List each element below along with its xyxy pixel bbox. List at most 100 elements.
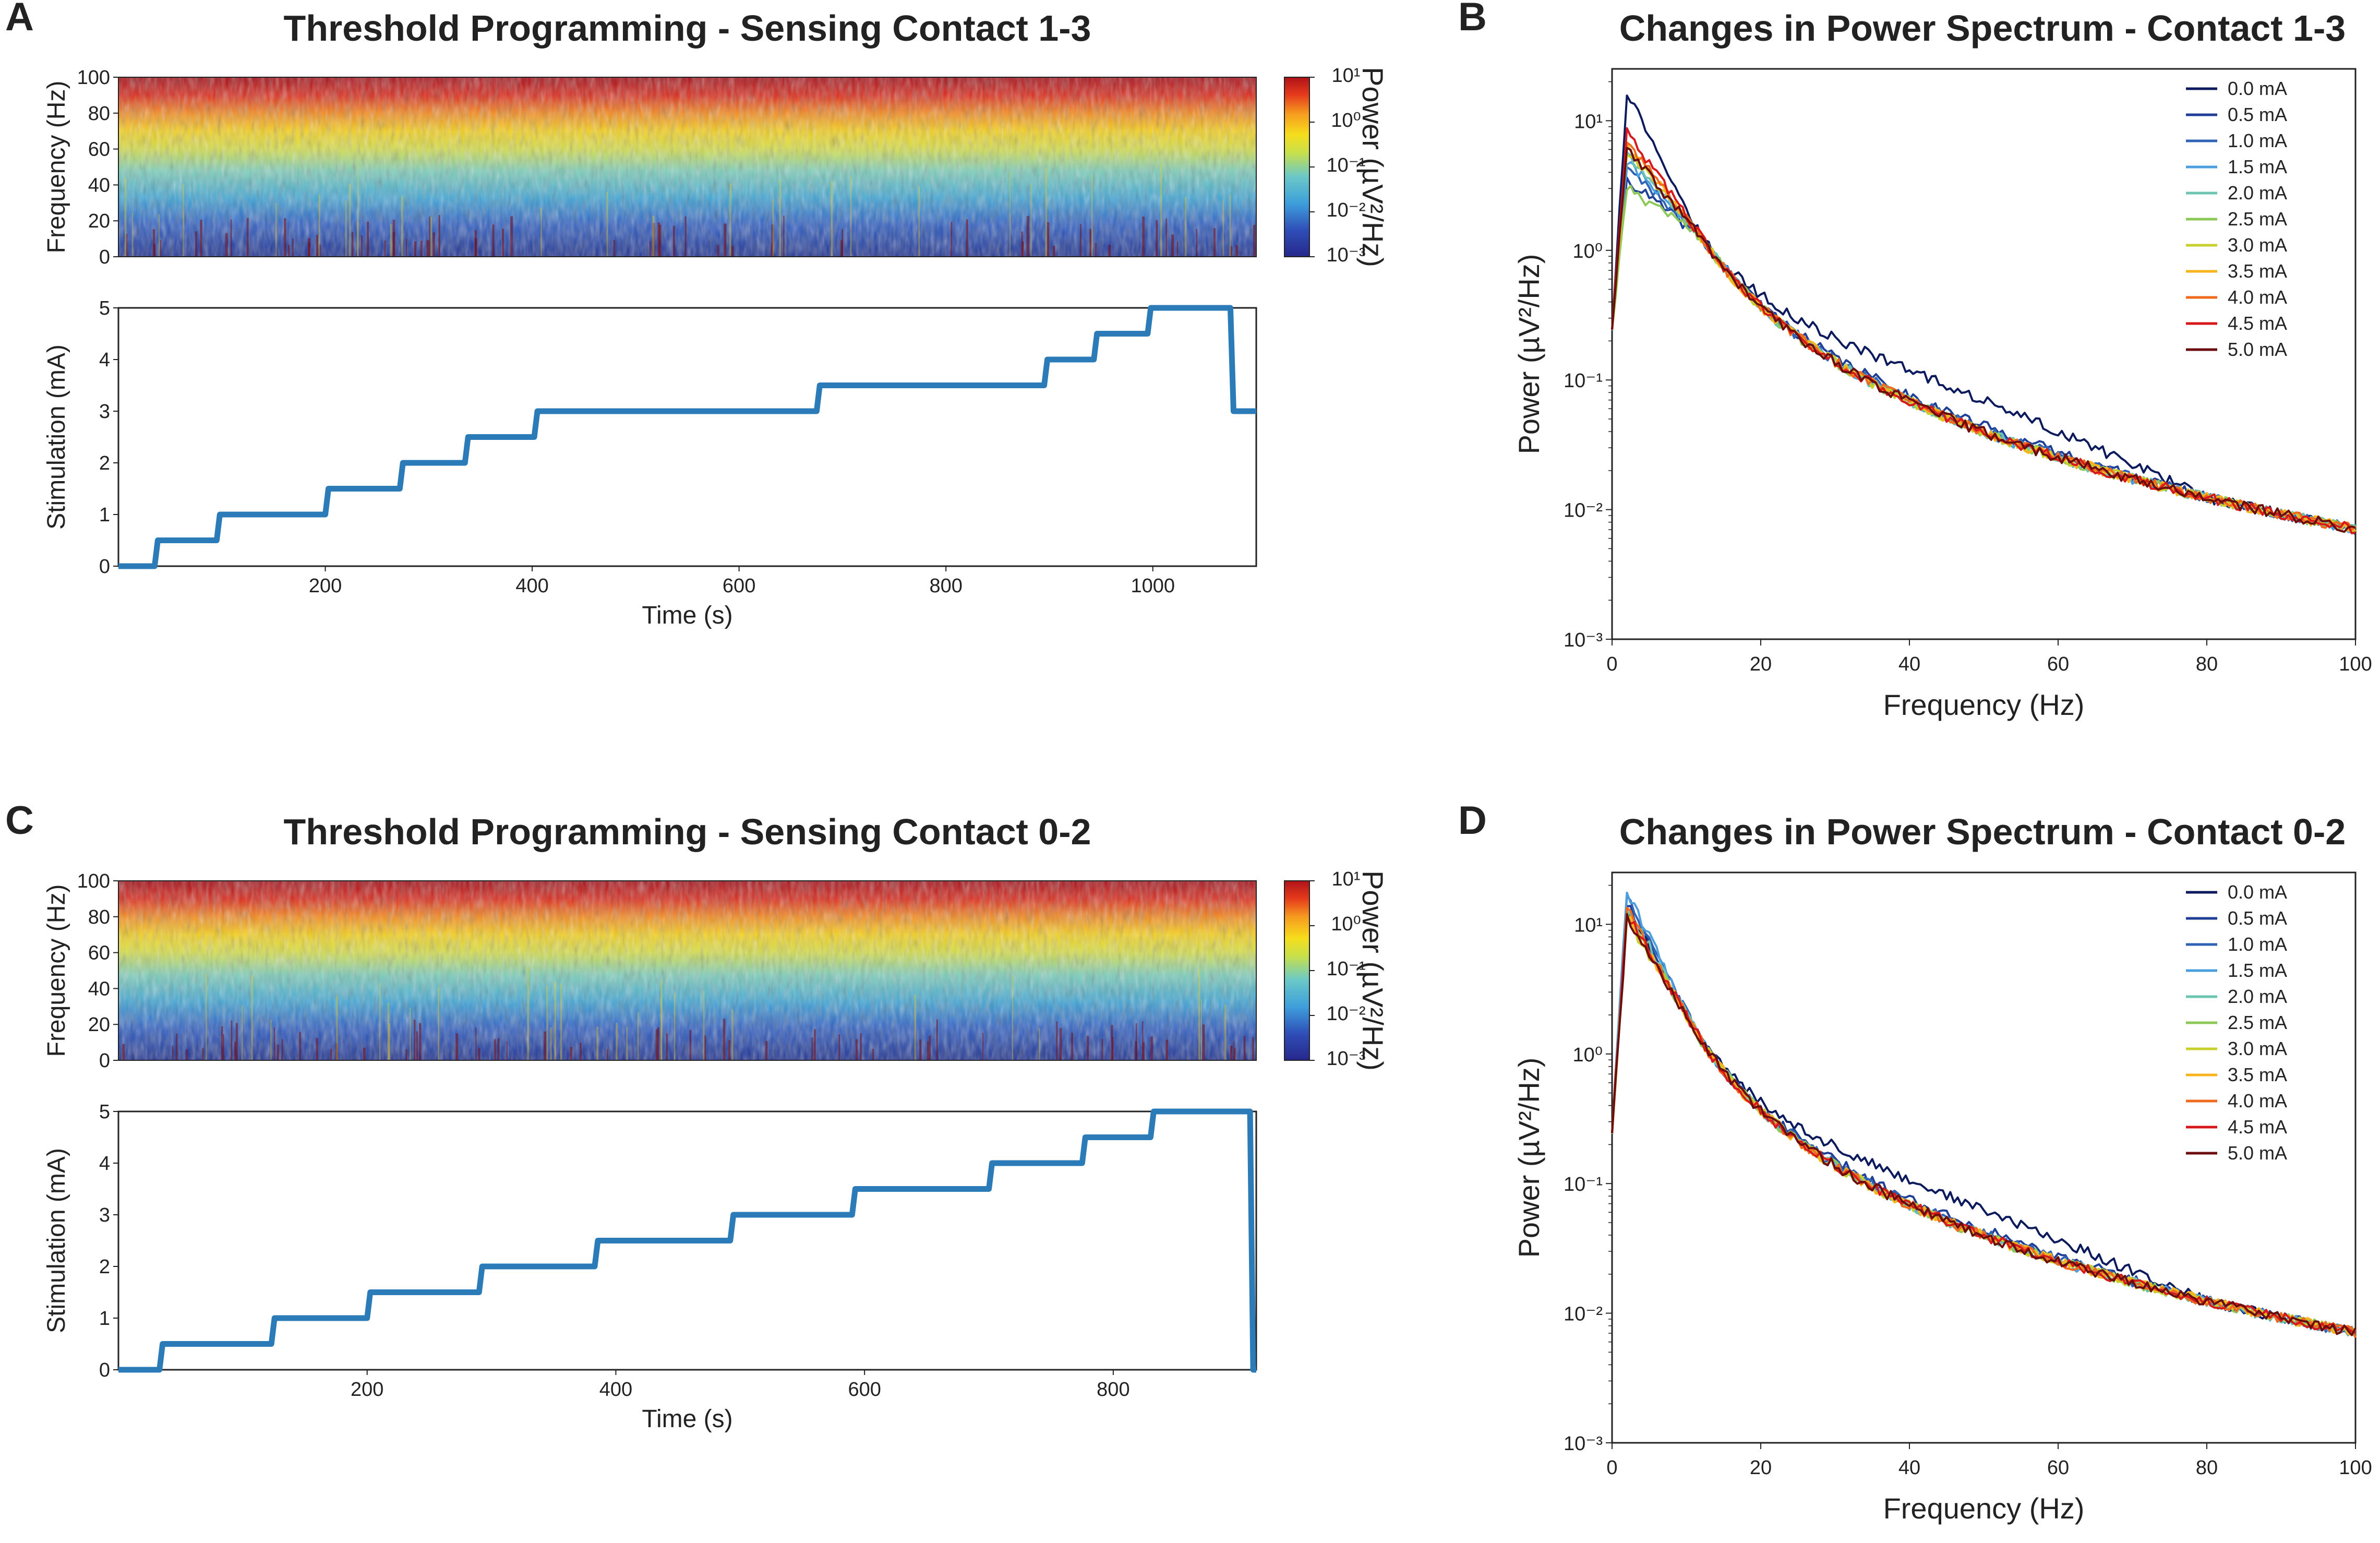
burst-streak [1213,228,1216,257]
spectrogram: 0 20 40 60 80 100 Frequency (Hz) [43,67,1257,268]
colorbar-tick-label: 10⁻¹ [1327,154,1366,176]
burst-streak [292,238,294,257]
panel-b: B Changes in Power Spectrum - Contact 1-3… [1458,0,2372,721]
burst-streak [153,229,155,257]
burst-streak [1156,220,1158,257]
spectrogram-texture [118,881,1256,1060]
burst-streak [606,192,608,257]
burst-streak [1021,241,1024,257]
burst-streak [387,1003,390,1060]
y-tick-label: 10⁻³ [1564,629,1603,651]
colorbar-tick-label: 10⁻¹ [1327,958,1366,980]
burst-streak [1045,168,1048,257]
burst-streak [235,1023,238,1060]
burst-streak [1142,1021,1144,1060]
burst-streak [674,993,676,1060]
y-tick-label: 60 [88,942,110,964]
y-axis-label: Frequency (Hz) [43,81,70,254]
y-tick-label: 40 [88,174,110,196]
burst-streak [951,222,953,257]
legend-label: 0.0 mA [2228,881,2287,903]
y-axis-label: Power (µV²/Hz) [1512,1058,1545,1258]
burst-streak [426,240,429,257]
burst-streak [241,1005,243,1060]
burst-streak [1222,199,1224,257]
legend-label: 0.0 mA [2228,78,2287,99]
stimulation-plot: 0 1 2 3 4 5 200 400 600 800 Time (s) Stimulation (m… [43,1101,1257,1433]
chart-title: Changes in Power Spectrum - Contact 1-3 [1619,8,2346,49]
y-tick-label: 3 [99,401,110,423]
burst-streak [1009,171,1011,257]
burst-streak [1224,1004,1227,1060]
x-tick-label: 200 [351,1379,383,1401]
y-tick-label: 10¹ [1574,111,1603,133]
burst-streak [1202,1024,1205,1060]
panel-letter: B [1458,0,1487,39]
burst-streak [185,1049,188,1060]
panel-letter: A [5,0,34,39]
burst-streak [273,1027,275,1060]
burst-streak [1252,1037,1254,1060]
legend-label: 3.5 mA [2228,1064,2287,1085]
burst-streak [1012,974,1013,1060]
burst-streak [704,1035,706,1060]
legend-label: 3.5 mA [2228,260,2287,282]
spectrum-series [1611,94,2357,535]
burst-streak [1095,243,1097,257]
burst-streak [438,987,439,1060]
burst-streak [765,1040,768,1060]
burst-streak [1108,244,1111,257]
legend-label: 5.0 mA [2228,339,2287,360]
legend-label: 3.0 mA [2228,1038,2287,1059]
burst-streak [659,224,662,257]
burst-streak [1243,1036,1246,1060]
burst-streak [251,974,253,1060]
burst-streak [540,208,542,257]
y-tick-label: 4 [99,349,110,371]
y-tick-label: 20 [88,210,110,232]
burst-streak [655,1029,658,1060]
x-tick-label: 400 [515,575,548,597]
burst-streak [1229,194,1231,257]
x-tick-label: 600 [723,575,755,597]
burst-streak [652,216,655,257]
burst-streak [202,1048,204,1060]
burst-streak [318,194,320,257]
burst-streak [666,1033,668,1060]
burst-streak [1135,1041,1137,1060]
spectrogram: 0 20 40 60 80 100 Frequency (Hz) [43,870,1257,1072]
burst-streak [206,973,207,1060]
panel-letter: D [1458,798,1487,843]
y-tick-label: 10⁰ [1572,241,1603,262]
colorbar-tick-label: 10⁰ [1331,913,1361,935]
burst-streak [299,1032,301,1060]
burst-streak [842,229,843,257]
burst-streak [275,202,277,257]
y-tick-label: 0 [99,1050,110,1072]
burst-streak [455,1033,459,1060]
colorbar-tick-label: 10⁻² [1327,1003,1366,1025]
y-axis-label: Stimulation (mA) [43,1148,70,1333]
legend-label: 2.5 mA [2228,1012,2287,1033]
burst-streak [1101,1039,1103,1060]
burst-streak [703,990,705,1060]
y-tick-label: 10⁻² [1564,500,1603,522]
panel-a: A Threshold Programming - Sensing Contact… [5,0,1389,629]
burst-streak [316,235,318,257]
legend-label: 5.0 mA [2228,1142,2287,1164]
legend-label: 1.5 mA [2228,960,2287,981]
burst-streak [335,1043,338,1060]
burst-streak [1165,1039,1169,1060]
legend: 0.0 mA 0.5 mA 1.0 mA 1.5 mA 2.0 mA 2.5 mA 3.0 … [2186,78,2287,360]
chart-title: Threshold Programming - Sensing Contact … [284,8,1091,49]
x-tick-label: 20 [1750,1457,1772,1479]
burst-streak [379,983,381,1060]
spectrogram-texture [118,77,1256,257]
burst-streak [1234,1048,1236,1060]
burst-streak [384,241,386,257]
burst-streak [1165,218,1167,257]
burst-streak [430,217,432,257]
stimulation-line [118,1108,1256,1373]
burst-streak [1026,216,1029,257]
